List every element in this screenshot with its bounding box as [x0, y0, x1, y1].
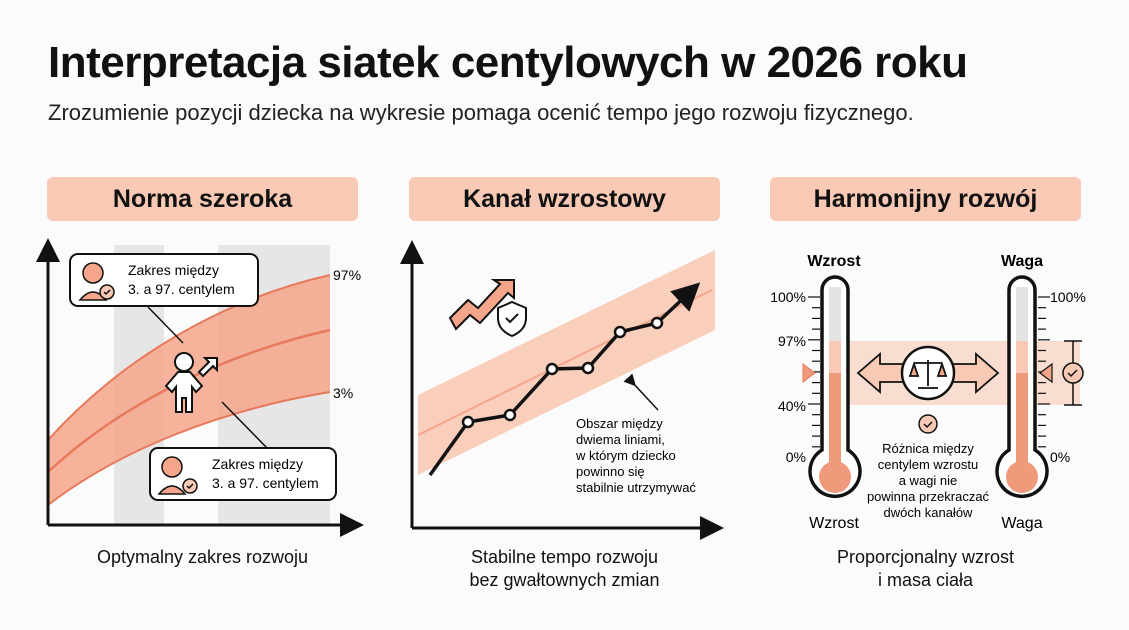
tick-label: 100%: [770, 289, 806, 305]
note-text: Obszar między: [576, 416, 663, 431]
note-text: dwóch kanałów: [884, 505, 973, 520]
height-scale-ticks: [808, 296, 820, 448]
data-point: [461, 415, 475, 429]
weight-level-marker: [1039, 362, 1053, 384]
callout-text: Zakres między: [212, 456, 303, 472]
data-point: [581, 361, 595, 375]
callout-bottom: Zakres między 3. a 97. centylem: [149, 447, 337, 501]
panel-norma-chart: 97% 3% Zakres między 3. a 97. centylem: [36, 238, 364, 537]
channel-note: Obszar między dwiema liniami, w którym d…: [575, 416, 696, 495]
height-label-top: Wzrost: [807, 253, 861, 270]
label-97: 97%: [333, 267, 361, 283]
data-point: [545, 362, 559, 376]
weight-thermometer: [995, 275, 1049, 499]
panel-header-kanal: Kanał wzrostowy: [409, 177, 720, 221]
child-growth-line: [428, 282, 701, 477]
range-bracket: [1062, 340, 1084, 406]
panel-harmonijny-chart: Wzrost Wzrost Waga Waga 100% 97% 40% 0% …: [770, 253, 1086, 532]
data-point: [503, 408, 517, 422]
weight-label-bottom: Waga: [1001, 515, 1042, 532]
note-pointer: [623, 373, 659, 411]
panel-caption-kanal: Stabilne tempo rozwoju bez gwałtownych z…: [409, 546, 720, 592]
weight-label-top: Waga: [1001, 253, 1043, 270]
height-thermometer: [808, 275, 862, 499]
note-text: powinna przekraczać: [867, 489, 990, 504]
note-text: dwiema liniami,: [576, 432, 665, 447]
data-point: [650, 316, 664, 330]
height-label-bottom: Wzrost: [809, 515, 859, 532]
note-text: powinno się: [576, 464, 645, 479]
child-face-check-icon: [157, 456, 198, 495]
tick-label: 100%: [1050, 289, 1086, 305]
panel-caption-harmonijny: Proporcjonalny wzrost i masa ciała: [770, 546, 1081, 592]
panel-caption-norma: Optymalny zakres rozwoju: [96, 547, 309, 567]
height-tick-labels: 100% 97% 40% 0%: [770, 289, 806, 465]
channel-center-line: [417, 289, 713, 436]
tick-label: 97%: [778, 333, 806, 349]
caption-line: i masa ciała: [877, 570, 974, 590]
note-text: centylem wzrostu: [878, 457, 978, 472]
callout-text: Zakres między: [128, 262, 219, 278]
percentile-97-line: [47, 274, 331, 441]
connector: [221, 401, 269, 450]
check-icon: [918, 414, 938, 434]
balance-scale-icon: [900, 345, 956, 401]
callout-text: 3. a 97. centylem: [212, 475, 319, 491]
caption-line: Proporcjonalny wzrost: [836, 547, 1015, 567]
trend-shield-check-icon: [448, 279, 527, 338]
tick-label: 40%: [778, 398, 806, 414]
weight-scale-ticks: [1038, 296, 1050, 448]
page-subtitle: Zrozumienie pozycji dziecka na wykresie …: [48, 100, 914, 125]
harmony-note: Różnica między centylem wzrostu a wagi n…: [867, 441, 990, 520]
note-text: stabilnie utrzymywać: [576, 480, 696, 495]
panel-header-norma: Norma szeroka: [47, 177, 358, 221]
tick-label: 0%: [1050, 449, 1070, 465]
data-points: [461, 316, 664, 429]
child-growth-arrow-icon: [164, 352, 218, 413]
caption-line: bez gwałtownych zmian: [469, 570, 660, 590]
callout-text: 3. a 97. centylem: [128, 281, 235, 297]
panel-header-harmonijny: Harmonijny rozwój: [770, 177, 1081, 221]
weight-tick-labels: 100% 0%: [1050, 289, 1086, 465]
percentile-3-line: [47, 391, 331, 506]
page-title: Interpretacja siatek centylowych w 2026 …: [48, 38, 968, 87]
data-point: [613, 325, 627, 339]
caption-line: Stabilne tempo rozwoju: [470, 547, 659, 567]
panel-kanal-chart: Obszar między dwiema liniami, w którym d…: [400, 240, 724, 540]
child-face-check-icon: [78, 262, 115, 301]
tick-label: 0%: [786, 449, 806, 465]
note-text: a wagi nie: [899, 473, 958, 488]
note-text: Różnica między: [882, 441, 974, 456]
height-level-marker: [802, 363, 816, 383]
callout-top: Zakres między 3. a 97. centylem: [69, 253, 259, 307]
label-3: 3%: [333, 385, 353, 401]
note-text: w którym dziecko: [575, 448, 676, 463]
connector: [147, 306, 184, 344]
